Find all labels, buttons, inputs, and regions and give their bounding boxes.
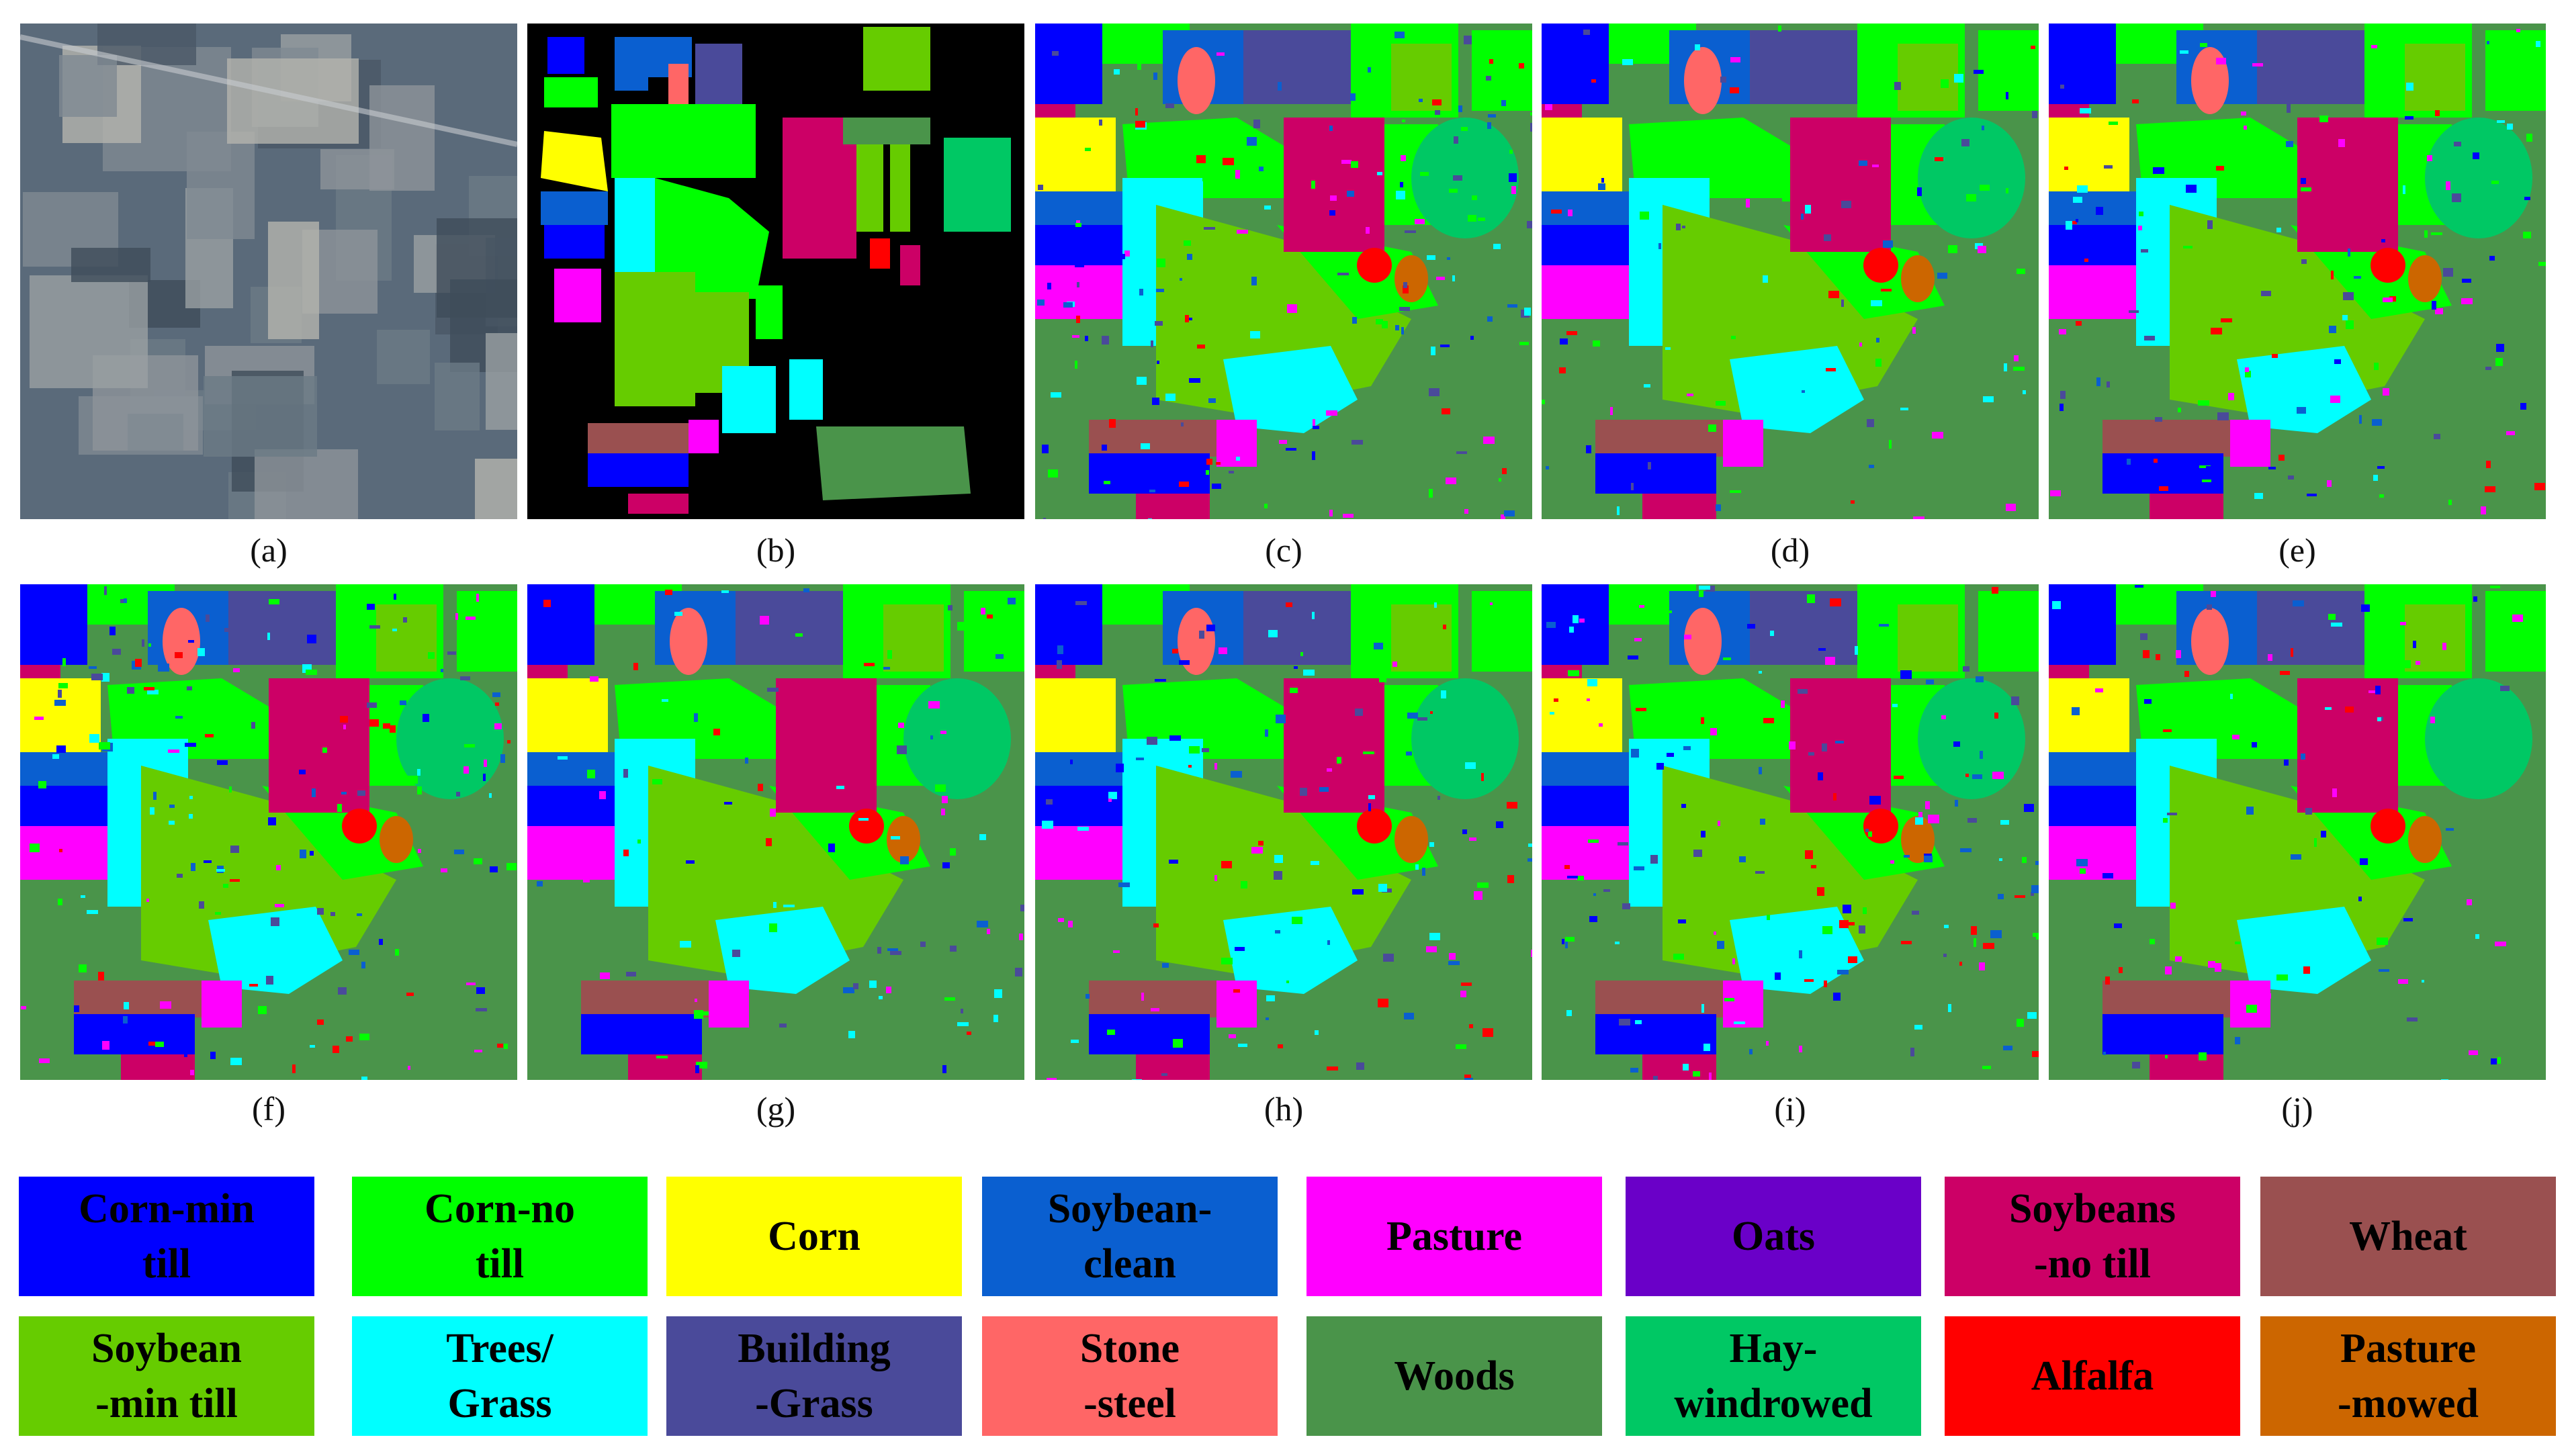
legend-item-pasture: Pasture: [1307, 1177, 1602, 1296]
legend-label-line: -Grass: [755, 1381, 873, 1426]
legend-label: Corn-no till: [425, 1181, 575, 1291]
legend-item-wheat: Wheat: [2260, 1177, 2556, 1296]
panel-caption-f: (f): [252, 1090, 285, 1128]
legend-label-line: Soybean: [91, 1326, 242, 1371]
panel-caption-j: (j): [2281, 1090, 2313, 1128]
panel-f: [20, 584, 517, 1080]
panel-c-map: [1035, 24, 1532, 519]
legend-label: Soybeans -no till: [2009, 1181, 2176, 1291]
panel-j: [2049, 584, 2546, 1080]
legend-item-trees-grass: Trees/Grass: [352, 1316, 648, 1436]
legend-label-line: Pasture: [2340, 1326, 2477, 1371]
panel-caption-d: (d): [1770, 531, 1810, 569]
legend-label-line: Corn-no: [425, 1186, 575, 1232]
legend-label-line: Stone: [1079, 1326, 1180, 1371]
panel-i-map: [1542, 584, 2039, 1080]
legend-label-line: Wheat: [2349, 1214, 2467, 1259]
panel-f-map: [20, 584, 517, 1080]
legend-label-line: -mowed: [2337, 1381, 2479, 1426]
legend-label-line: Soybeans: [2008, 1186, 2176, 1232]
legend-label: Oats: [1732, 1209, 1815, 1264]
legend-label-line: windrowed: [1674, 1381, 1873, 1426]
legend-label: Corn-min till: [79, 1181, 255, 1291]
panel-b-map: [527, 24, 1024, 519]
panel-a-map: [20, 24, 517, 519]
legend-label-line: -min till: [95, 1381, 238, 1426]
panel-caption-g: (g): [756, 1090, 796, 1128]
legend-label-line: Building: [738, 1326, 891, 1371]
legend-label: Soybean-clean: [1048, 1181, 1212, 1291]
legend-label: Wheat: [2349, 1209, 2467, 1264]
legend-label: Soybean -min till: [91, 1321, 242, 1431]
legend-item-woods: Woods: [1307, 1316, 1602, 1436]
legend-item-stone-steel: Stone -steel: [982, 1316, 1278, 1436]
panel-d: [1542, 24, 2039, 519]
panel-a: [20, 24, 517, 519]
panel-h-map: [1035, 584, 1532, 1080]
legend-label: Pasture -mowed: [2338, 1321, 2479, 1431]
legend-item-alfalfa: Alfalfa: [1945, 1316, 2240, 1436]
panel-caption-b: (b): [756, 531, 796, 569]
legend-item-soybean-min-till: Soybean -min till: [19, 1316, 314, 1436]
panel-j-map: [2049, 584, 2546, 1080]
legend-label-line: Pasture: [1386, 1214, 1523, 1259]
panel-g-map: [527, 584, 1024, 1080]
legend-item-soybeans-no-till: Soybeans -no till: [1945, 1177, 2240, 1296]
legend-item-corn: Corn: [666, 1177, 962, 1296]
panel-caption-c: (c): [1265, 531, 1302, 569]
panel-e-map: [2049, 24, 2546, 519]
legend-label-line: till: [475, 1241, 525, 1287]
legend-label-line: clean: [1083, 1241, 1176, 1287]
legend-label: Building -Grass: [738, 1321, 890, 1431]
legend-label-line: Soybean-: [1047, 1186, 1212, 1232]
panel-caption-a: (a): [250, 531, 287, 569]
legend-label-line: Grass: [447, 1381, 552, 1426]
legend-label-line: Oats: [1732, 1214, 1815, 1259]
panel-c: [1035, 24, 1532, 519]
legend-item-oats: Oats: [1626, 1177, 1921, 1296]
panel-i: [1542, 584, 2039, 1080]
legend-label: Woods: [1394, 1349, 1514, 1404]
legend-label-line: Woods: [1394, 1353, 1515, 1399]
legend-label-line: Trees/: [446, 1326, 554, 1371]
legend-item-hay-windrowed: Hay-windrowed: [1626, 1316, 1921, 1436]
panel-g: [527, 584, 1024, 1080]
legend-label: Alfalfa: [2031, 1349, 2154, 1404]
legend-label-line: -no till: [2034, 1241, 2151, 1287]
legend-label-line: Hay-: [1729, 1326, 1818, 1371]
legend-item-soybean-clean: Soybean-clean: [982, 1177, 1278, 1296]
legend-label: Pasture: [1386, 1209, 1522, 1264]
legend-item-corn-no-till: Corn-no till: [352, 1177, 648, 1296]
legend-label: Corn: [768, 1209, 860, 1264]
panel-caption-i: (i): [1774, 1090, 1806, 1128]
legend-item-pasture-mowed: Pasture -mowed: [2260, 1316, 2556, 1436]
panel-b: [527, 24, 1024, 519]
panel-h: [1035, 584, 1532, 1080]
panel-caption-e: (e): [2278, 531, 2316, 569]
legend-label: Stone -steel: [1080, 1321, 1180, 1431]
legend-label-line: Corn: [768, 1214, 860, 1259]
legend-label-line: Alfalfa: [2031, 1353, 2154, 1399]
panel-e: [2049, 24, 2546, 519]
legend-label-line: till: [142, 1241, 191, 1287]
legend-item-building-grass: Building -Grass: [666, 1316, 962, 1436]
legend-label-line: Corn-min: [79, 1186, 255, 1232]
legend-label: Trees/Grass: [446, 1321, 554, 1431]
legend-label: Hay-windrowed: [1674, 1321, 1872, 1431]
legend-item-corn-min-till: Corn-min till: [19, 1177, 314, 1296]
panel-caption-h: (h): [1264, 1090, 1304, 1128]
panel-d-map: [1542, 24, 2039, 519]
legend-label-line: -steel: [1083, 1381, 1176, 1426]
